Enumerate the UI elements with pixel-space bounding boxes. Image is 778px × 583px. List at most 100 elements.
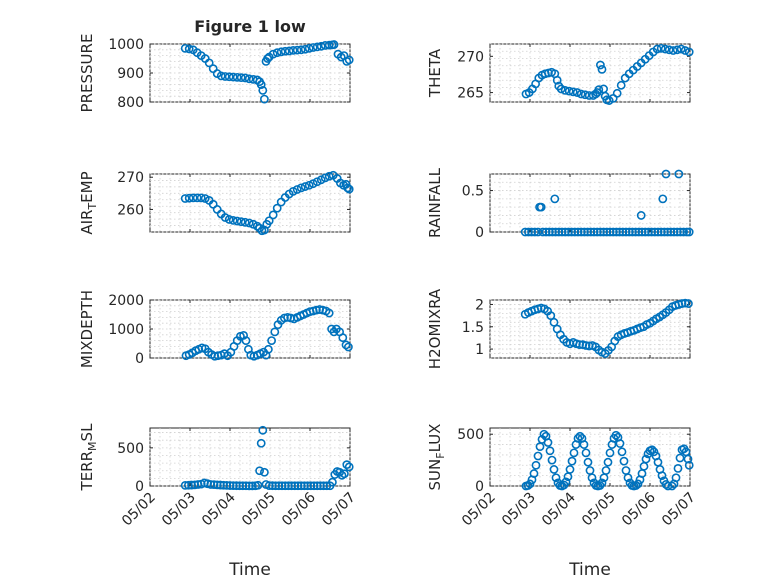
data-point (549, 465, 559, 474)
data-point (669, 227, 679, 237)
ylabel: PRESSURE (78, 34, 96, 113)
data-point (276, 47, 286, 57)
series-h2omixra (520, 298, 693, 358)
data-point (671, 473, 681, 483)
data-point (631, 227, 640, 237)
data-point (259, 467, 269, 477)
data-point (602, 227, 612, 237)
ylabel: TERRMSL (78, 423, 99, 492)
subplot-pressure: 800 900 1000 PRESSURE Figure 1 low (78, 17, 354, 113)
data-point (560, 227, 570, 237)
data-point (253, 480, 263, 490)
subplot-airtemp: 260 270 AIRTEMP (78, 170, 354, 236)
data-point (672, 45, 682, 55)
data-point (341, 340, 351, 350)
data-point (344, 462, 354, 472)
data-point (239, 330, 248, 340)
data-point (536, 202, 546, 212)
data-point (560, 86, 570, 95)
data-point (533, 451, 543, 461)
data-point (612, 88, 622, 98)
ytick-label: 800 (117, 95, 144, 111)
xtick-label: 05/05 (239, 490, 279, 530)
data-point (619, 456, 629, 466)
data-point (663, 227, 672, 237)
data-point (267, 336, 276, 345)
data-point (572, 88, 582, 97)
data-point (523, 481, 533, 490)
data-point (684, 227, 694, 237)
data-point (228, 72, 238, 82)
grid (149, 43, 351, 103)
data-point (564, 227, 573, 237)
data-point (299, 481, 309, 491)
data-point (551, 473, 561, 483)
data-point (615, 439, 625, 448)
ylabel: RAINFALL (426, 167, 444, 238)
data-point (672, 227, 682, 237)
data-point (292, 185, 302, 194)
xtick-label: 05/07 (659, 490, 699, 530)
data-point (344, 55, 354, 65)
subplot-sunflux: 0 500 05/02 05/03 05/04 05/05 05/06 05/07 SUNFLU… (426, 424, 699, 580)
data-point (270, 327, 280, 337)
data-point (567, 227, 576, 237)
data-point (661, 169, 671, 179)
data-point (597, 478, 607, 488)
grid (149, 428, 351, 487)
data-point (557, 227, 567, 237)
data-point (617, 447, 627, 457)
data-point (315, 481, 325, 491)
data-point (580, 227, 589, 237)
data-point (589, 227, 599, 237)
ytick-label: 900 (117, 66, 144, 82)
subplot-terrmsl: 0 500 05/02 05/03 05/04 05/05 05/06 05/07 TERRMS… (78, 423, 359, 580)
series-airtemp (180, 170, 354, 236)
data-point (580, 90, 590, 100)
ytick-label: 0 (475, 479, 484, 495)
data-point (569, 448, 579, 458)
data-point (605, 448, 615, 458)
data-point (640, 227, 650, 237)
data-point (527, 227, 536, 237)
ytick-label: 1 (475, 342, 484, 358)
data-point (255, 223, 264, 233)
data-point (680, 46, 690, 55)
xtick-label: 05/03 (159, 490, 199, 530)
xtick-label: 05/02 (119, 490, 159, 530)
data-point (650, 227, 660, 237)
series-terrmsl (180, 425, 354, 491)
subplot-rainfall: 0 0.5 RAINFALL (426, 167, 694, 241)
data-point (293, 481, 303, 491)
series-sunflux (521, 429, 694, 491)
data-point (561, 477, 571, 487)
data-point (634, 227, 644, 237)
data-point (641, 454, 651, 464)
xlabel: Time (568, 560, 611, 580)
data-point (596, 60, 605, 70)
data-point (216, 71, 226, 81)
data-point (656, 227, 666, 237)
data-point (649, 447, 659, 457)
subplot-h2omixra: 1 1.5 2 H2OMIXRA (426, 288, 693, 369)
data-point (304, 180, 314, 190)
ylabel: SUNFLUX (426, 424, 447, 491)
data-point (529, 469, 539, 478)
data-point (240, 73, 250, 83)
data-point (657, 471, 667, 481)
data-point (667, 481, 677, 491)
data-point (623, 473, 633, 483)
data-point (232, 72, 242, 82)
data-point (624, 227, 634, 237)
data-point (668, 46, 678, 55)
ylabel: AIRTEMP (78, 171, 99, 234)
data-point (564, 86, 574, 96)
data-point (252, 221, 262, 231)
data-point (272, 48, 282, 58)
data-point (603, 457, 613, 467)
data-point (316, 41, 326, 51)
data-point (324, 171, 334, 181)
data-point (272, 203, 282, 213)
